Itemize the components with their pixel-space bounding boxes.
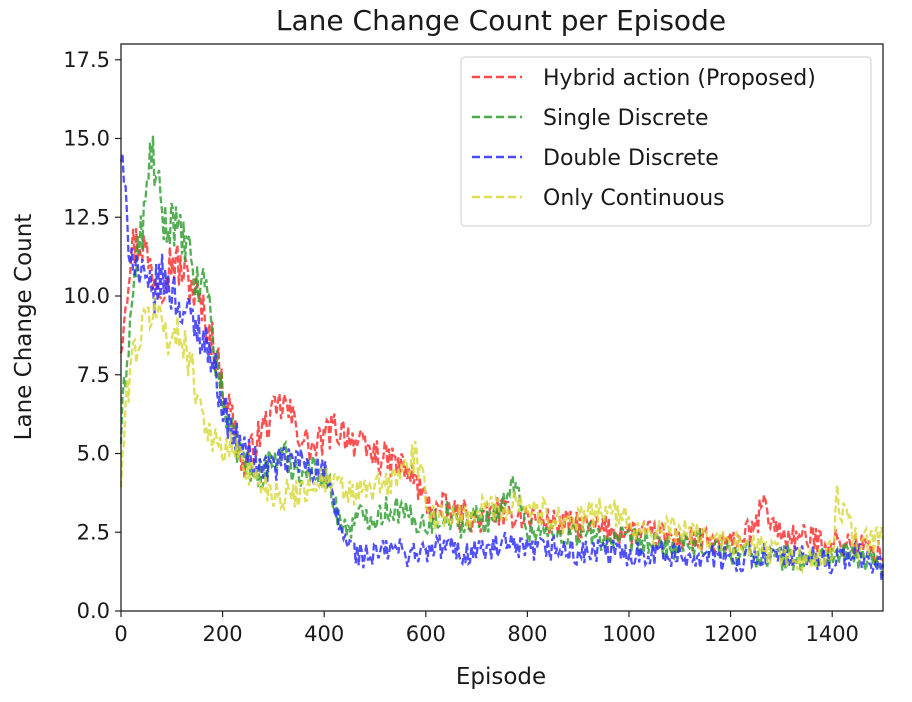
axes-layer: 0 200 400 600 800 1000 1200 1400 0.0 2.5 5.0 7.5 10.… xyxy=(63,48,859,646)
y-tick-label: 5.0 xyxy=(77,442,110,466)
y-tick-label: 0.0 xyxy=(77,599,110,623)
legend-label: Only Continuous xyxy=(543,186,725,211)
y-tick-label: 15.0 xyxy=(63,127,110,151)
legend-box xyxy=(460,56,872,227)
series-line-4 xyxy=(119,296,885,575)
y-tick-label: 2.5 xyxy=(77,520,110,544)
legend-items: Hybrid action (Proposed) Single Discrete D… xyxy=(472,66,816,211)
legend: Hybrid action (Proposed) Single Discrete D… xyxy=(460,56,872,227)
y-axis-label: Lane Change Count xyxy=(11,214,37,441)
x-tick-label: 0 xyxy=(114,622,127,646)
legend-label: Single Discrete xyxy=(543,106,709,131)
x-tick-label: 1400 xyxy=(805,622,858,646)
x-axis-label: Episode xyxy=(456,664,546,690)
x-tick-label: 1000 xyxy=(602,622,655,646)
x-tick-label: 1200 xyxy=(704,622,757,646)
legend-label: Double Discrete xyxy=(543,146,719,171)
x-tick-label: 600 xyxy=(406,622,446,646)
plot-frame xyxy=(120,43,884,612)
series-layer xyxy=(119,135,885,581)
x-tick-label: 400 xyxy=(304,622,344,646)
series-line-3 xyxy=(119,153,885,581)
x-tick-label: 800 xyxy=(507,622,547,646)
y-tick-label: 7.5 xyxy=(77,363,110,387)
chart-title: Lane Change Count per Episode xyxy=(276,4,726,37)
y-tick-label: 10.0 xyxy=(63,284,110,308)
legend-label: Hybrid action (Proposed) xyxy=(543,66,816,91)
y-tick-label: 12.5 xyxy=(63,205,110,229)
y-tick-label: 17.5 xyxy=(63,48,110,72)
x-tick-label: 200 xyxy=(203,622,243,646)
